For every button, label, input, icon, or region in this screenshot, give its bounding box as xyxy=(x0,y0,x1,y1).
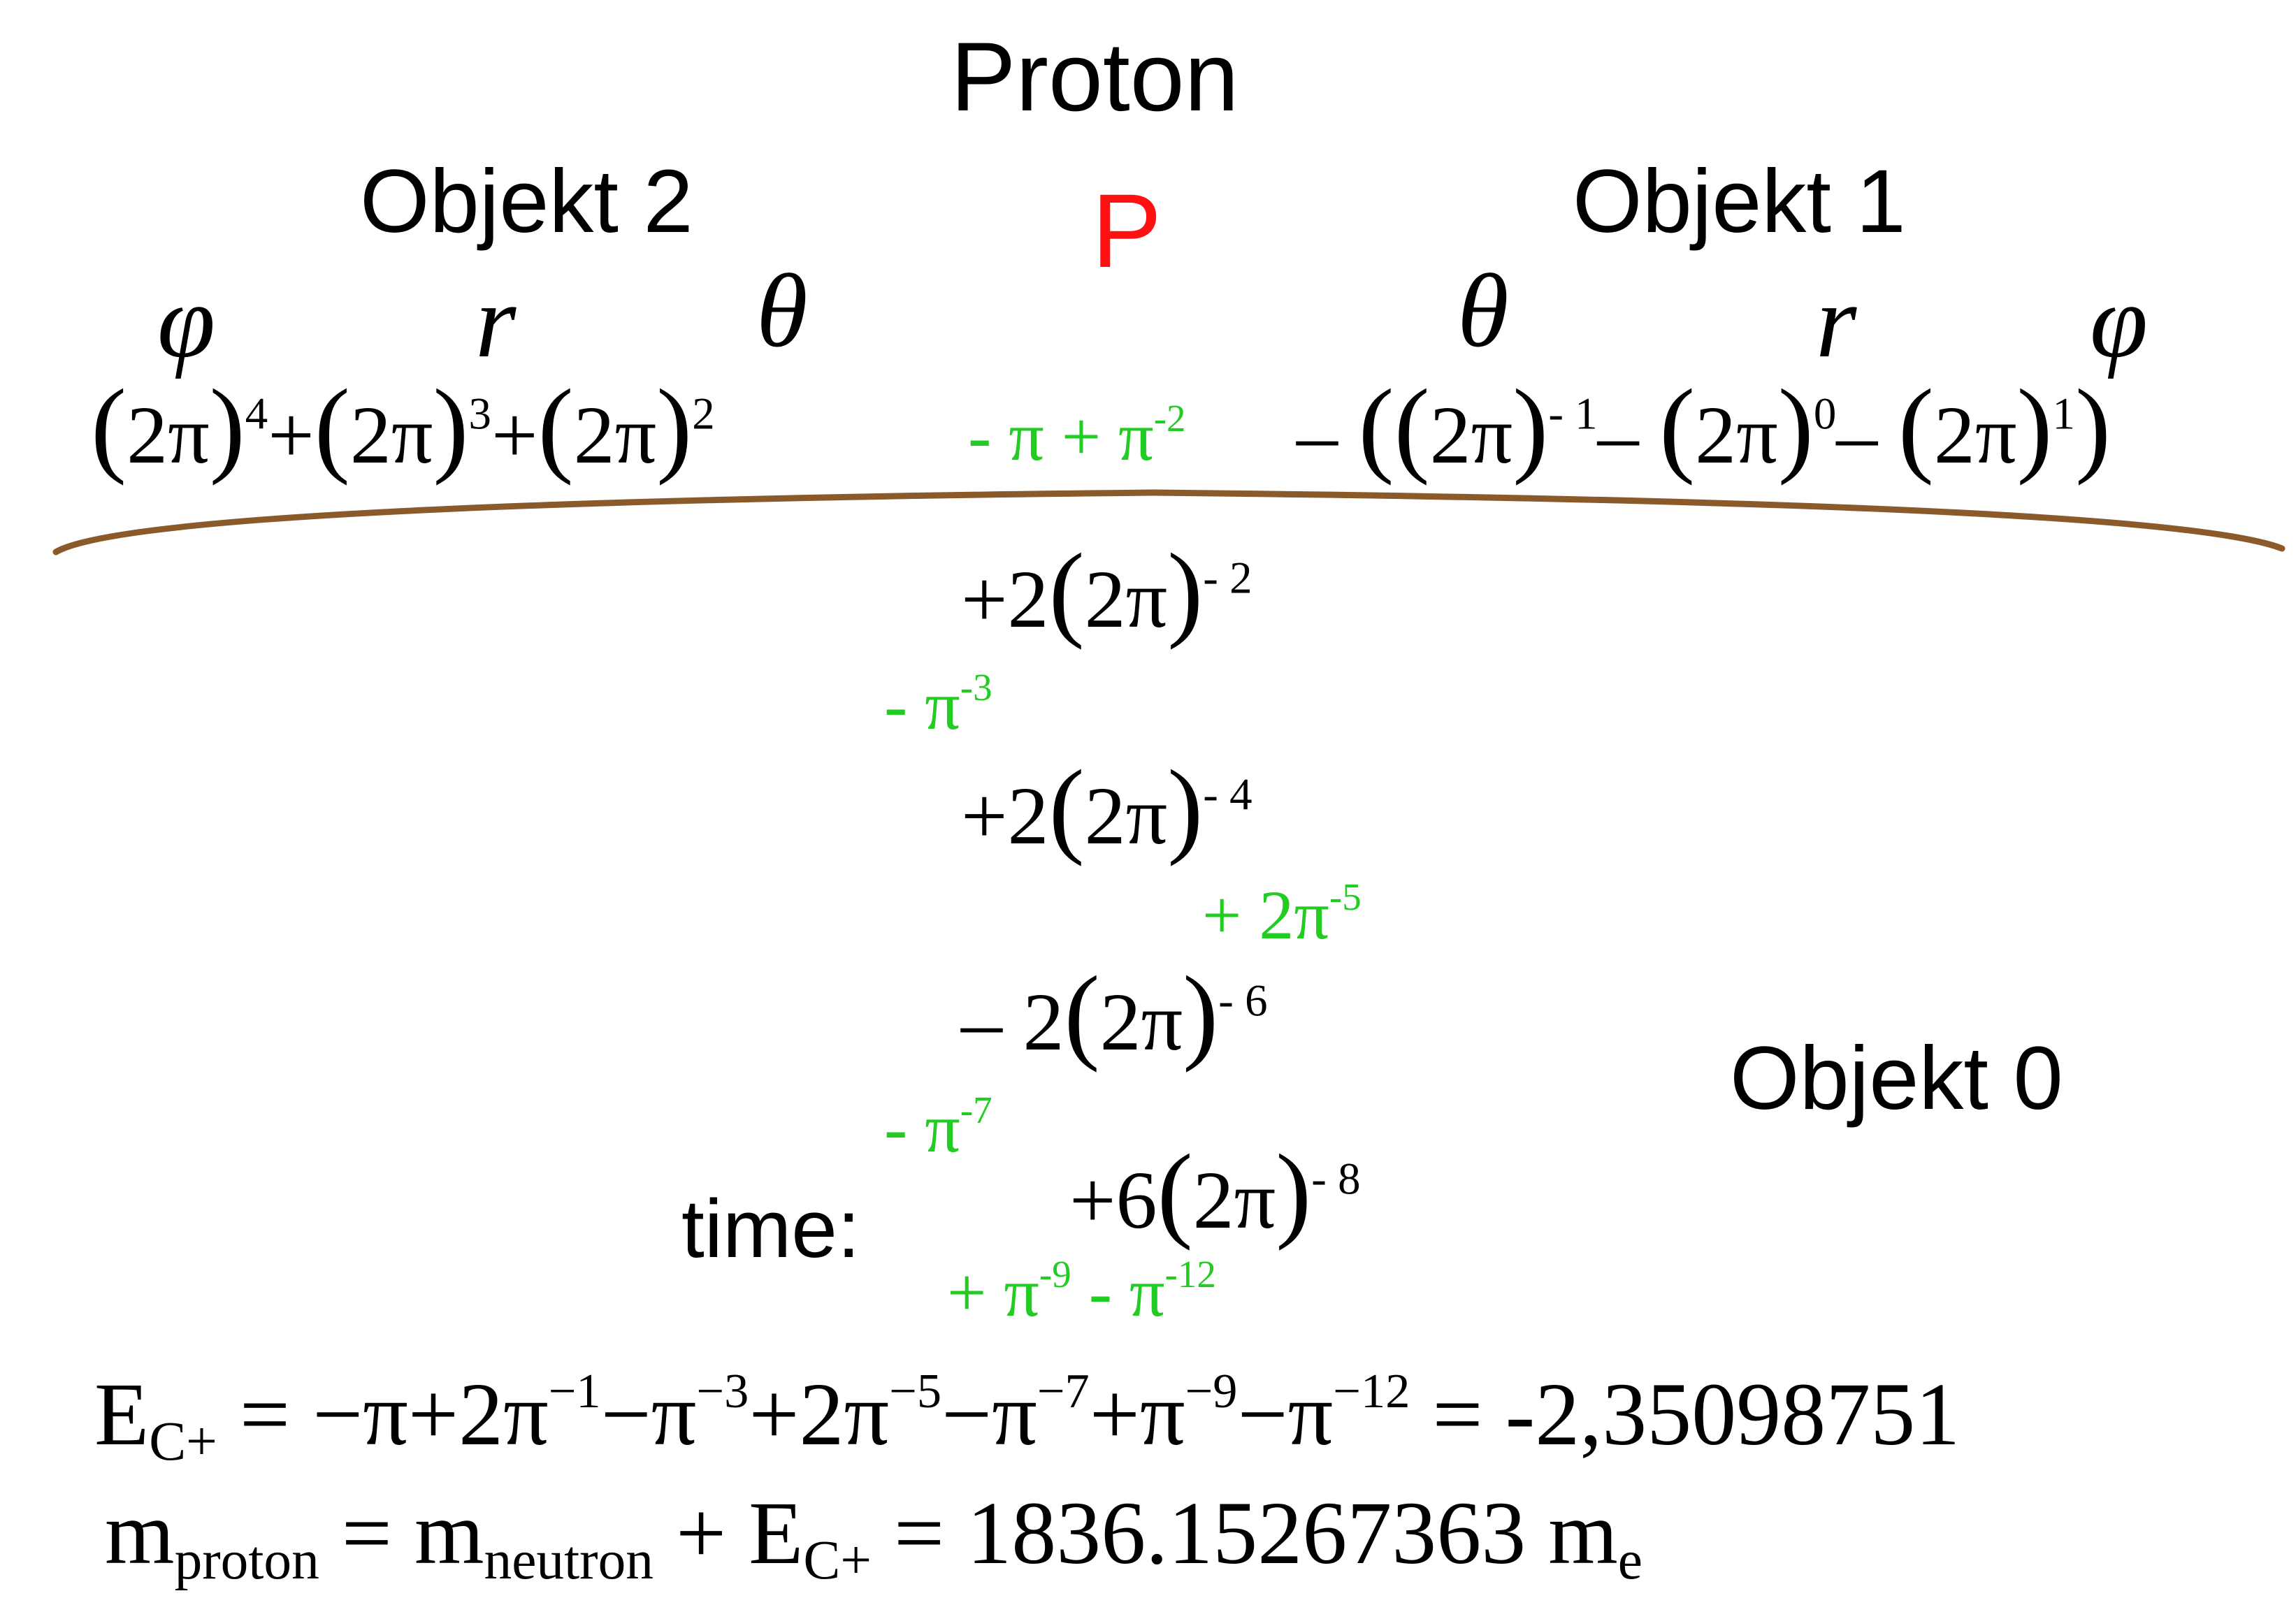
right-powers: – ((2π)- 1– (2π)0– (2π)1) xyxy=(1297,368,2111,486)
phi-left: φ xyxy=(157,263,215,379)
title: Proton xyxy=(951,22,1239,131)
term-2pi-minus-2: +2(2π)- 2 xyxy=(961,532,1252,651)
r-left: r xyxy=(475,263,517,379)
objekt-1-label: Objekt 1 xyxy=(1573,152,1906,252)
term-6-2pi-minus-8: +6(2π)- 8 xyxy=(1069,1133,1361,1251)
theta-left: θ xyxy=(756,253,808,369)
term-2pi-minus-4: +2(2π)- 4 xyxy=(961,748,1252,867)
green-pi-minus-9-minus-12: + π-9 - π-12 xyxy=(947,1252,1216,1331)
green-pi-minus-3: - π-3 xyxy=(884,665,992,744)
green-middle-term: - π + π-2 xyxy=(968,396,1186,475)
theta-right: θ xyxy=(1457,253,1509,369)
left-powers: (2π)4+(2π)3+(2π)2 xyxy=(91,368,715,486)
green-pi-minus-7: - π-7 xyxy=(884,1088,992,1167)
objekt-0-label: Objekt 0 xyxy=(1730,1029,2063,1128)
r-right: r xyxy=(1816,263,1857,379)
green-2pi-minus-5: + 2π-5 xyxy=(1202,875,1362,954)
time-label: time: xyxy=(681,1183,860,1275)
mass-formula: mproton = mneutron + EC+ = 1836.15267363… xyxy=(105,1483,1642,1592)
objekt-2-label: Objekt 2 xyxy=(360,152,693,252)
phi-right: φ xyxy=(2090,263,2148,379)
p-label: P xyxy=(1092,172,1162,289)
term-2pi-minus-6: – 2(2π)- 6 xyxy=(961,954,1268,1073)
energy-formula: EC+ = −π+2π−1−π−3+2π−5−π−7+π−9−π−12 = -2… xyxy=(94,1364,1961,1473)
energy-formula-rhs: = −π+2π−1−π−3+2π−5−π−7+π−9−π−12 xyxy=(239,1364,1410,1464)
brace-curve xyxy=(52,489,2286,555)
